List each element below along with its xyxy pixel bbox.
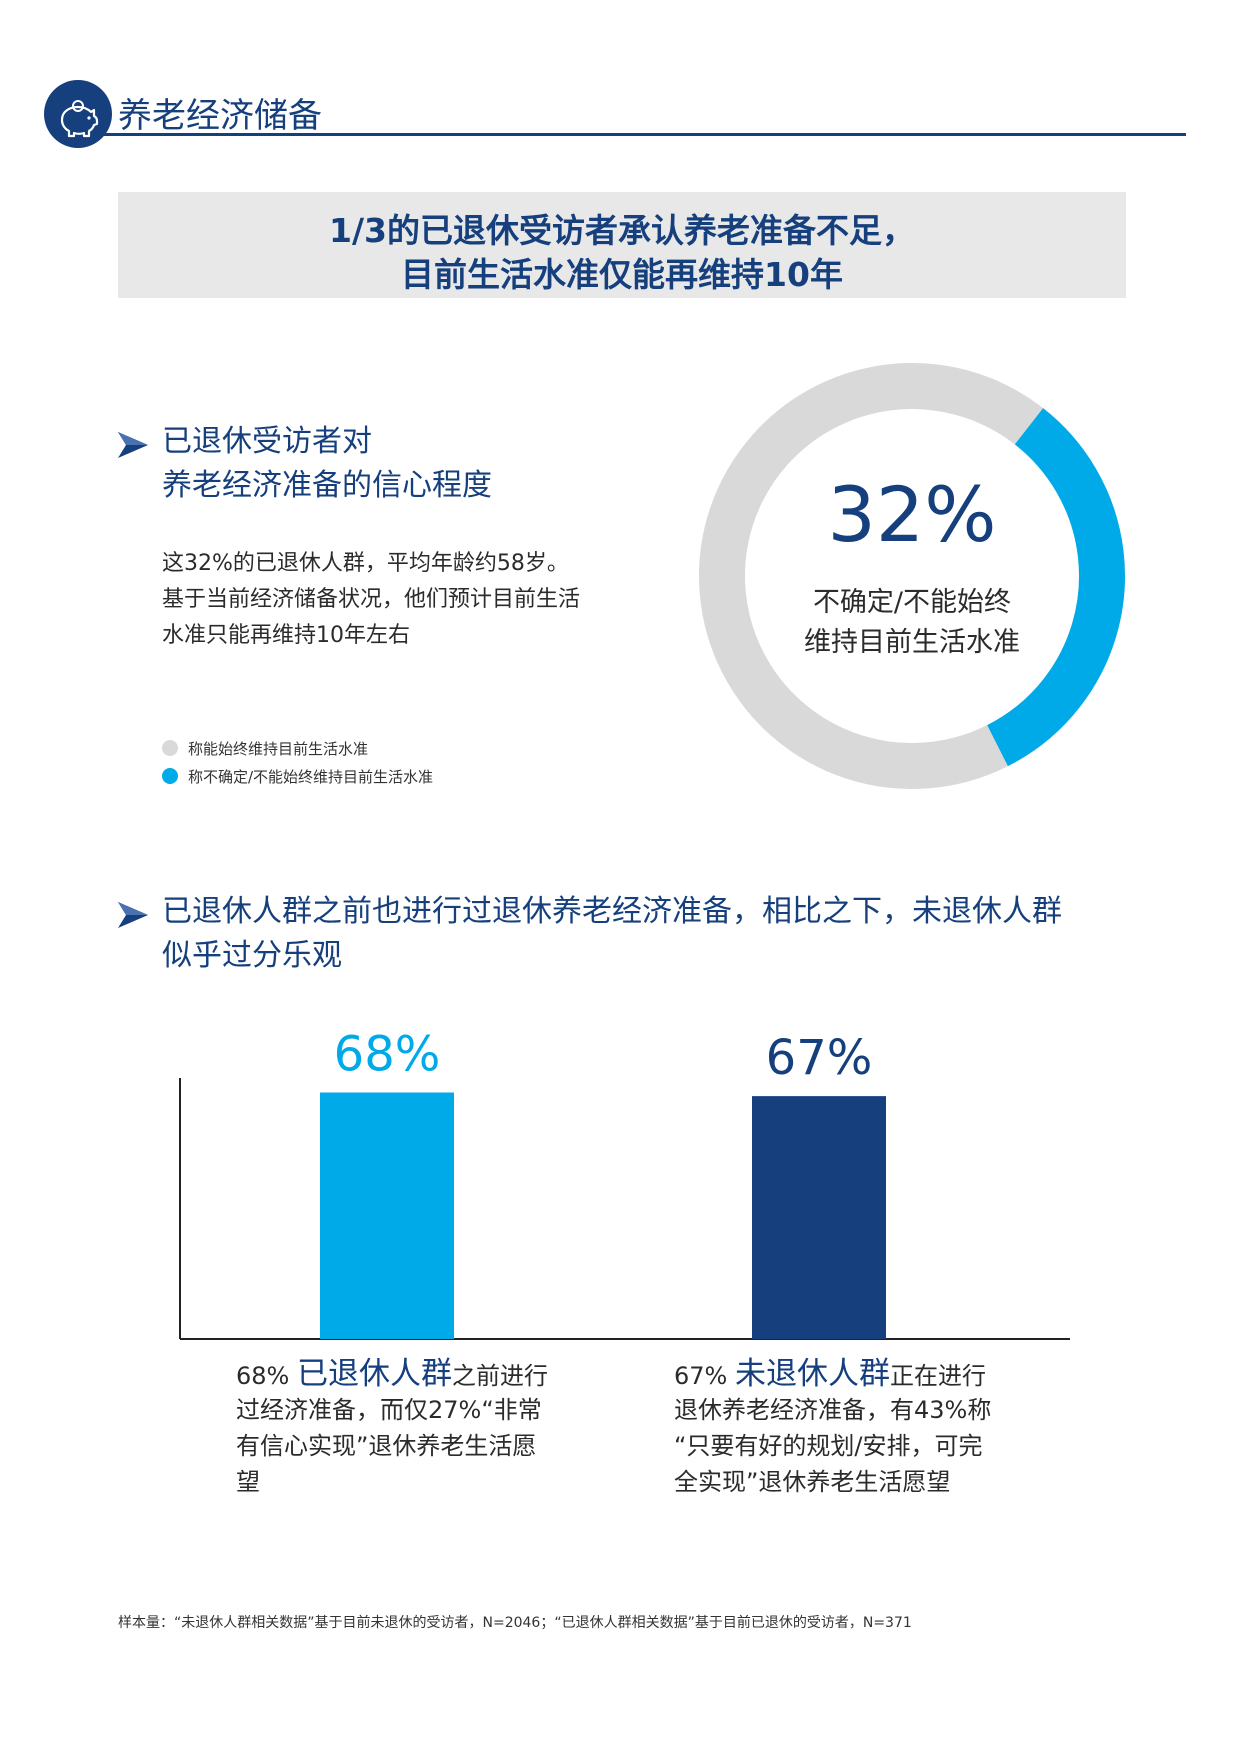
headline-banner: 1/3的已退休受访者承认养老准备不足， 目前生活水准仅能再维持10年	[118, 192, 1126, 298]
sample-size-footnote: 样本量：“未退休人群相关数据”基于目前未退休的受访者，N=2046；“已退休人群…	[118, 1615, 912, 1631]
section1-body-line-2: 基于当前经济储备状况，他们预计目前生活	[162, 587, 581, 612]
arrow-bullet-icon	[116, 428, 150, 462]
section2-heading-line-2: 似乎过分乐观	[162, 938, 342, 973]
bar-value-label: 67%	[766, 1030, 873, 1086]
legend-swatch-blue	[162, 768, 178, 784]
donut-chart	[699, 363, 1125, 789]
section1-heading-line-2: 养老经济准备的信心程度	[162, 468, 492, 503]
donut-center-percent: 32%	[827, 470, 997, 559]
bar-value-label: 68%	[334, 1027, 441, 1083]
section-title: 养老经济储备	[118, 96, 322, 136]
caption-working-group: 未退休人群	[734, 1356, 890, 1392]
legend-label-maintain: 称能始终维持目前生活水准	[188, 740, 369, 758]
caption-retired-line-4: 望	[236, 1468, 260, 1496]
section1-heading-line-1: 已退休受访者对	[162, 424, 372, 459]
donut-slice-uncertain	[699, 363, 1125, 789]
section1-body-line-3: 水准只能再维持10年左右	[162, 623, 410, 648]
donut-center-label-line-1: 不确定/不能始终	[812, 587, 1012, 618]
headline-line-1: 1/3的已退休受访者承认养老准备不足，	[329, 211, 915, 250]
bar-chart: 68% 67%	[179, 1027, 1070, 1340]
caption-retired-line-2: 过经济准备，而仅27%“非常	[236, 1396, 542, 1424]
caption-retired-group: 已退休人群	[296, 1356, 452, 1392]
bar-retired	[320, 1092, 454, 1339]
donut-center-label-line-2: 维持目前生活水准	[804, 627, 1020, 658]
headline-line-2: 目前生活水准仅能再维持10年	[401, 255, 843, 294]
bar-working	[752, 1096, 886, 1339]
header-divider	[104, 133, 1186, 136]
caption-retired-line-3: 有信心实现”退休养老生活愿	[236, 1432, 537, 1460]
caption-working-line-1: 67% 未退休人群正在进行	[674, 1356, 986, 1392]
caption-working-line-4: 全实现”退休养老生活愿望	[674, 1468, 951, 1496]
arrow-bullet-icon	[116, 898, 150, 932]
section1-body-line-1: 这32%的已退休人群，平均年龄约58岁。	[162, 551, 569, 576]
piggy-bank-icon	[44, 80, 112, 148]
section2-heading-line-1: 已退休人群之前也进行过退休养老经济准备，相比之下，未退休人群	[162, 894, 1062, 929]
legend-label-uncertain: 称不确定/不能始终维持目前生活水准	[188, 768, 434, 786]
caption-working-line-3: “只要有好的规划/安排，可完	[674, 1432, 983, 1460]
caption-working-line-2: 退休养老经济准备，有43%称	[674, 1396, 992, 1424]
legend-swatch-gray	[162, 740, 178, 756]
donut-slice-maintain	[699, 363, 1125, 789]
caption-retired-line-1: 68% 已退休人群之前进行	[236, 1356, 548, 1392]
